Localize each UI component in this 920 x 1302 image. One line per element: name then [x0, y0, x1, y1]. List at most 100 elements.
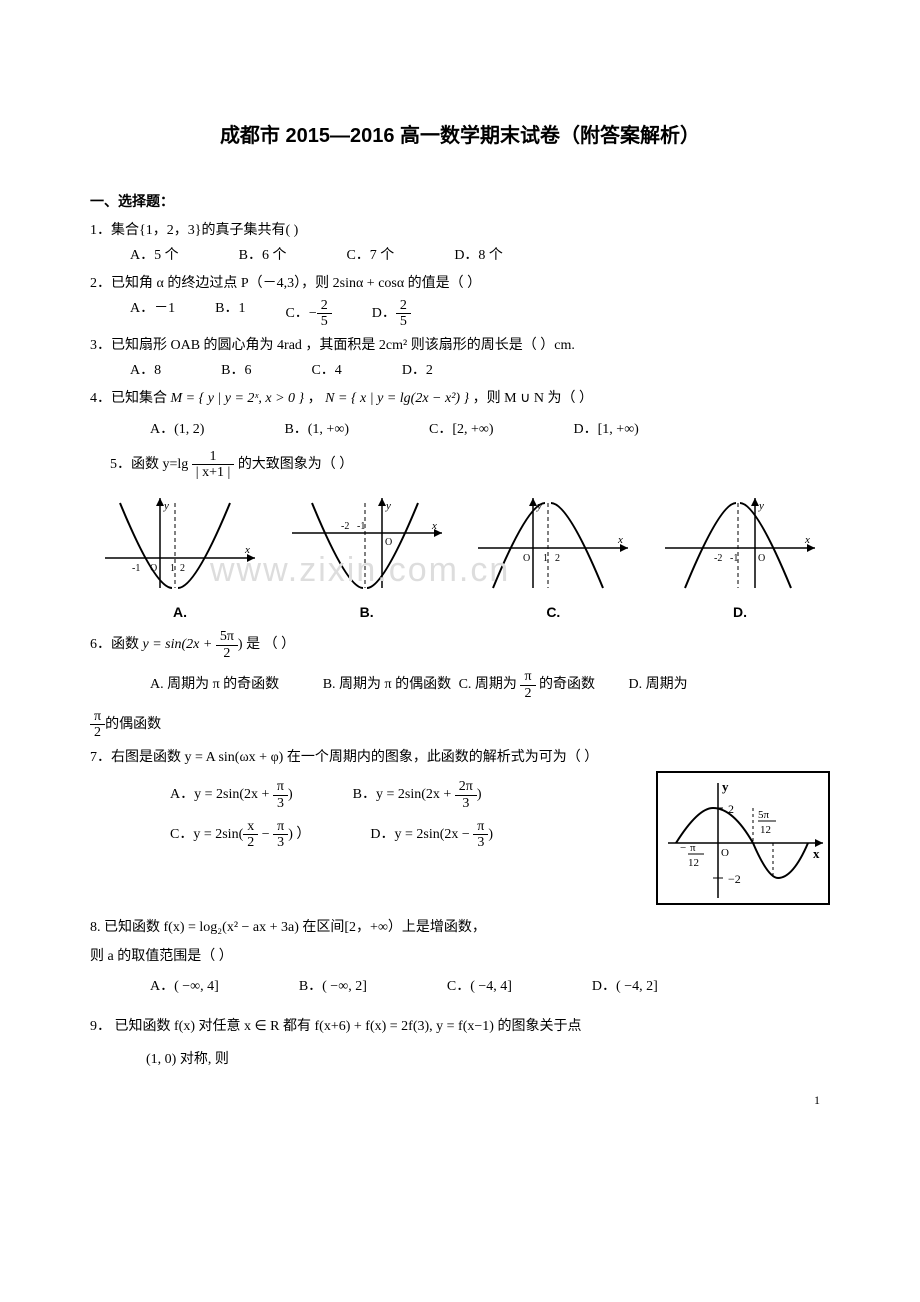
svg-text:y: y	[385, 500, 391, 512]
q1-opt-b: B．6 个	[239, 245, 287, 267]
question-5-graphs: y x -1 O 1 2 A. y x -2 -1 O	[90, 483, 830, 624]
q7-d-post: )	[488, 827, 493, 842]
svg-text:1: 1	[543, 553, 548, 564]
q5-pre: 5．函数 y=lg	[110, 457, 192, 472]
q7-origin: O	[721, 847, 729, 859]
svg-text:x: x	[617, 534, 623, 546]
q7-y-axis: y	[722, 779, 729, 794]
q3-opt-d: D．2	[402, 360, 433, 382]
q6-t-d: 2	[90, 724, 105, 740]
q4-setM: M = { y | y = 2ˣ, x > 0 }	[171, 391, 305, 406]
q6-opt-c: C. 周期为 π2 的奇函数	[459, 677, 599, 692]
q2-opt-d: D．25	[372, 298, 411, 330]
q6-opt-d-pre: D. 周期为	[629, 677, 688, 692]
q7-d-d: 3	[473, 834, 488, 850]
q7-b-d: 3	[455, 795, 477, 811]
q5-graph-a: y x -1 O 1 2 A.	[100, 493, 260, 624]
q4-opt-b: B．(1, +∞)	[284, 419, 349, 441]
q2-d-prefix: D．	[372, 306, 396, 321]
question-9-stem: 9． 已知函数 f(x) 对任意 x ∈ R 都有 f(x+6) + f(x) …	[90, 1016, 830, 1038]
q4-opt-a: A．(1, 2)	[150, 419, 204, 441]
q7-c-n2: π	[273, 819, 288, 834]
q6-c-d: 2	[520, 685, 535, 701]
q5-graph-c: y x O 1 2 C.	[473, 493, 633, 624]
question-2-stem: 2．已知角 α 的终边过点 P（－4,3），则 2sinα + cosα 的值是…	[90, 273, 830, 295]
q6-opt-a: A. 周期为 π 的奇函数	[150, 677, 279, 692]
page-number: 1	[90, 1091, 830, 1110]
q6-tail-post: 的偶函数	[105, 717, 161, 732]
svg-text:2: 2	[555, 553, 560, 564]
q3-opt-c: C．4	[311, 360, 341, 382]
q7-c-mid: −	[258, 827, 273, 842]
q7-opt-d: D．y = 2sin(2x − π3)	[370, 819, 493, 851]
q6-c-post: 的奇函数	[536, 677, 596, 692]
q7-a-pre: A．y = 2sin(2x +	[170, 787, 273, 802]
q3-opt-a: A．8	[130, 360, 161, 382]
svg-text:−2: −2	[728, 872, 741, 886]
svg-text:y: y	[163, 500, 169, 512]
q7-c-d1: 2	[243, 834, 258, 850]
section-heading: 一、选择题：	[90, 192, 830, 214]
q8-opt-a: A．( −∞, 4]	[150, 976, 219, 998]
q2-opt-a: A．－1	[130, 298, 175, 330]
q5-graph-d: y x -2 -1 O D.	[660, 493, 820, 624]
q7-c-n1: x	[243, 819, 258, 834]
q4-setN: N = { x | y = lg(2x − x²) }	[325, 391, 469, 406]
q1-opt-c: C．7 个	[346, 245, 394, 267]
q8-opt-b: B．( −∞, 2]	[299, 976, 367, 998]
q1-opt-a: A．5 个	[130, 245, 179, 267]
svg-text:12: 12	[688, 857, 699, 869]
question-9-stem2: (1, 0) 对称, 则	[90, 1049, 830, 1071]
q7-opt-b: B．y = 2sin(2x + 2π3)	[353, 779, 482, 811]
q4-opt-c: C．[2, +∞)	[429, 419, 494, 441]
q6-fn-n: 5π	[216, 629, 238, 644]
q7-x-axis: x	[813, 846, 820, 861]
svg-text:−: −	[680, 842, 686, 854]
svg-text:-1: -1	[357, 521, 365, 532]
q8-opt-c: C．( −4, 4]	[447, 976, 512, 998]
q5-frac-d: | x+1 |	[192, 464, 235, 480]
question-7-stem: 7．右图是函数 y = A sin(ωx + φ) 在一个周期内的图象，此函数的…	[90, 747, 830, 769]
page-title: 成都市 2015—2016 高一数学期末试卷（附答案解析）	[90, 120, 830, 152]
question-4-options: A．(1, 2) B．(1, +∞) C．[2, +∞) D．[1, +∞)	[90, 419, 830, 441]
question-8-options: A．( −∞, 4] B．( −∞, 2] C．( −4, 4] D．( −4,…	[90, 976, 830, 998]
q5-graph-b: y x -2 -1 O B.	[287, 493, 447, 624]
q4-opt-d: D．[1, +∞)	[574, 419, 639, 441]
question-5-stem: 5．函数 y=lg 1 | x+1 | 的大致图象为（ ）	[90, 449, 830, 481]
q5-label-a: A.	[100, 601, 260, 623]
svg-text:5π: 5π	[758, 809, 770, 821]
q6-fn-d: 2	[216, 645, 238, 661]
q5-post: 的大致图象为（ ）	[238, 457, 354, 472]
svg-text:-2: -2	[341, 521, 349, 532]
question-6-options: A. 周期为 π 的奇函数 B. 周期为 π 的偶函数 C. 周期为 π2 的奇…	[90, 669, 830, 701]
question-1-options: A．5 个 B．6 个 C．7 个 D．8 个	[90, 245, 830, 267]
svg-text:O: O	[523, 553, 530, 564]
q7-a-n: π	[273, 779, 288, 794]
q5-label-d: D.	[660, 601, 820, 623]
svg-text:-1: -1	[132, 563, 140, 574]
q2-c-prefix: C．	[285, 306, 308, 321]
question-3-options: A．8 B．6 C．4 D．2	[90, 360, 830, 382]
q5-label-b: B.	[287, 601, 447, 623]
question-6-stem: 6．函数 y = sin(2x + 5π2) 是 （ ）	[90, 629, 830, 661]
q2-opt-c: C．−25	[285, 298, 331, 330]
svg-text:12: 12	[760, 824, 771, 836]
question-8-stem2: 则 a 的取值范围是（ ）	[90, 946, 830, 968]
question-3-stem: 3．已知扇形 OAB 的圆心角为 4rad ，其面积是 2cm² 则该扇形的周长…	[90, 335, 830, 357]
svg-text:π: π	[690, 842, 696, 854]
question-6-tail: π2的偶函数	[90, 709, 830, 741]
q5-label-c: C.	[473, 601, 633, 623]
svg-text:O: O	[385, 537, 392, 548]
q7-b-post: )	[477, 787, 482, 802]
svg-text:x: x	[244, 544, 250, 556]
q6-fn: y = sin(2x +	[143, 638, 216, 653]
question-8-stem: 8. 已知函数 f(x) = log₂(x² − ax + 3a) 在区间[2，…	[90, 917, 830, 939]
svg-text:O: O	[758, 553, 765, 564]
q7-b-n: 2π	[455, 779, 477, 794]
svg-text:-1: -1	[730, 553, 738, 564]
svg-text:x: x	[431, 520, 437, 532]
q7-d-n: π	[473, 819, 488, 834]
q1-opt-d: D．8 个	[454, 245, 503, 267]
q7-row1: A．y = 2sin(2x + π 3) B．y = 2sin(2x + 2π3)	[90, 779, 646, 811]
svg-text:-2: -2	[714, 553, 722, 564]
